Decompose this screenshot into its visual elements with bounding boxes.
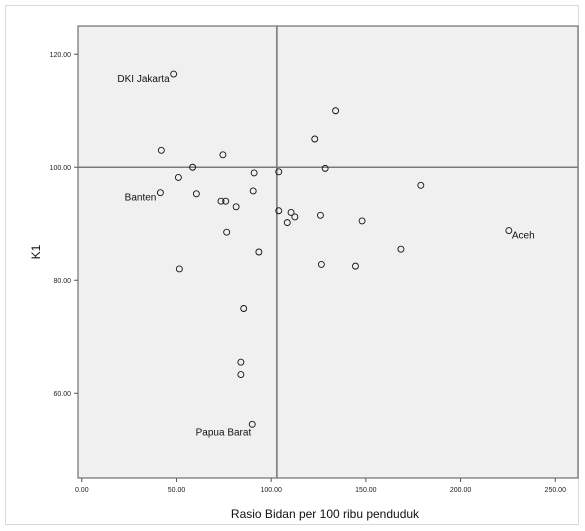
data-point	[249, 187, 257, 195]
x-tick-label: 250.00	[545, 487, 567, 494]
data-point	[332, 107, 340, 115]
data-point	[291, 213, 299, 221]
data-point	[417, 181, 425, 189]
data-point	[287, 208, 295, 216]
point-label: Banten	[125, 193, 157, 204]
data-point	[240, 305, 248, 312]
data-point	[275, 168, 283, 176]
y-tick-label: 80.00	[53, 278, 71, 285]
data-point	[316, 211, 324, 219]
data-point	[311, 135, 319, 143]
data-point	[232, 203, 240, 211]
data-points	[156, 70, 513, 428]
data-point	[219, 151, 227, 159]
x-axis-title: Rasio Bidan per 100 ribu penduduk	[231, 507, 420, 521]
y-tick-label: 120.00	[50, 52, 72, 59]
data-point	[505, 227, 513, 234]
data-point	[222, 197, 230, 205]
data-point	[321, 164, 329, 172]
point-labels: DKI Jakarta Banten Papua Barat Aceh	[117, 74, 534, 438]
data-point	[283, 219, 291, 227]
data-point	[217, 197, 225, 205]
point-label: Papua Barat	[196, 427, 252, 438]
point-label: DKI Jakarta	[117, 74, 170, 85]
data-point	[275, 207, 283, 215]
x-tick-label: 200.00	[450, 487, 472, 494]
data-point	[189, 163, 197, 171]
data-point	[250, 169, 258, 177]
data-point	[317, 260, 325, 268]
data-point	[174, 173, 182, 181]
data-point	[237, 371, 245, 379]
data-point	[237, 358, 245, 366]
x-tick-label: 100.00	[260, 487, 282, 494]
data-point	[358, 217, 366, 225]
x-tick-label: 50.00	[168, 487, 186, 494]
y-tick-label: 60.00	[53, 391, 71, 398]
data-point	[170, 70, 178, 78]
data-point	[223, 228, 231, 236]
data-point	[248, 420, 256, 428]
data-point	[192, 190, 200, 198]
data-point	[157, 146, 165, 154]
data-point	[352, 262, 359, 270]
x-tick-label: 150.00	[355, 487, 377, 494]
point-label: Aceh	[512, 231, 535, 242]
y-axis-title: K1	[29, 244, 43, 259]
x-tick-label: 0.00	[75, 487, 89, 494]
data-point	[175, 265, 183, 273]
plot-area	[77, 25, 579, 479]
data-point	[156, 189, 164, 197]
axis-ticks: 0.00 50.00 100.00 150.00 200.00 250.00 60.00 80…	[50, 52, 567, 494]
data-point	[255, 248, 263, 256]
y-tick-label: 100.00	[50, 165, 72, 172]
data-point	[397, 245, 405, 253]
